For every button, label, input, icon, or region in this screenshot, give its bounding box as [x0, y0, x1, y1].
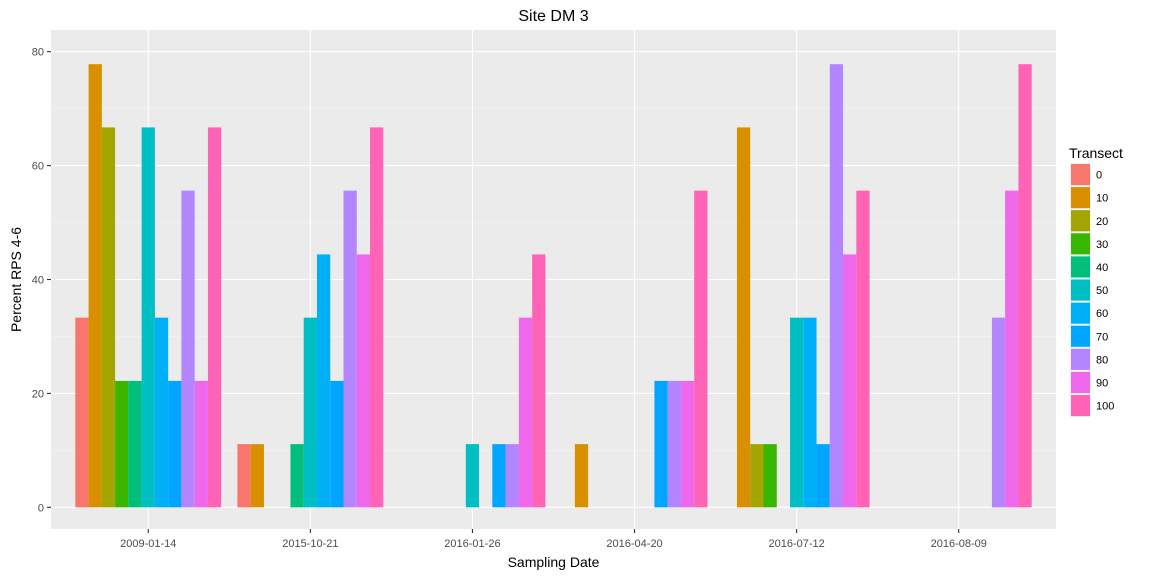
y-tick-label: 60 — [32, 161, 44, 173]
y-axis-title: Percent RPS 4-6 — [8, 227, 24, 332]
bar-2016-07-12-transect-10 — [736, 127, 751, 508]
x-axis-title: Sampling Date — [508, 554, 600, 570]
x-axis: 2009-01-14 2015-10-21 2016-01-26 2016-04-20… — [120, 529, 987, 550]
bar-2015-10-21-transect-100 — [370, 127, 384, 508]
bar-2015-10-21-transect-80 — [343, 190, 357, 508]
bar-2015-10-21-transect-70 — [330, 380, 344, 508]
legend-label: 60 — [1096, 308, 1108, 320]
y-tick-label: 80 — [32, 47, 44, 59]
bar-2015-10-21-transect-50 — [303, 317, 317, 508]
legend-title: Transect — [1069, 145, 1123, 161]
bar-2016-04-20-transect-90 — [680, 380, 695, 508]
y-tick-label: 40 — [32, 275, 44, 287]
legend-label: 80 — [1096, 354, 1108, 366]
bar-2009-01-14-transect-50 — [141, 127, 155, 508]
bar-2009-01-14-transect-80 — [181, 190, 195, 508]
bar-2009-01-14-transect-40 — [128, 380, 142, 508]
bar-2009-01-14-transect-0 — [75, 317, 89, 508]
legend: Transect 0 10 20 30 40 50 60 70 80 90 100 — [1069, 145, 1123, 418]
legend-key-transect-80 — [1071, 348, 1090, 370]
bar-2009-01-14-transect-30 — [115, 380, 129, 508]
bar-2016-07-12-transect-90 — [843, 254, 857, 508]
y-axis: 0 20 40 60 80 — [32, 47, 51, 514]
bar-2016-01-26-transect-50 — [465, 444, 480, 508]
x-tick-label: 2016-04-20 — [606, 538, 662, 550]
bar-2009-01-14-transect-10 — [88, 64, 102, 508]
legend-key-transect-20 — [1071, 210, 1090, 232]
legend-label: 50 — [1096, 285, 1108, 297]
legend-key-transect-90 — [1071, 371, 1090, 393]
legend-key-transect-0 — [1071, 164, 1090, 186]
bars — [75, 64, 1032, 508]
legend-label: 100 — [1096, 401, 1114, 413]
legend-key-transect-100 — [1071, 395, 1090, 417]
x-tick-label: 2015-10-21 — [282, 538, 338, 550]
legend-label: 90 — [1096, 377, 1108, 389]
x-tick-label: 2016-01-26 — [444, 538, 500, 550]
legend-key-transect-60 — [1071, 302, 1090, 324]
chart-title: Site DM 3 — [518, 8, 588, 25]
bar-2015-10-21-transect-0 — [237, 444, 251, 508]
bar-2016-07-12-transect-70 — [816, 444, 830, 508]
bar-2016-08-09-transect-100 — [1018, 64, 1032, 508]
bar-2016-04-20-transect-100 — [694, 190, 708, 508]
y-tick-label: 20 — [32, 388, 44, 400]
bar-2016-01-26-transect-100 — [532, 254, 546, 508]
legend-key-transect-50 — [1071, 279, 1090, 301]
bar-2016-04-20-transect-70 — [654, 380, 668, 508]
legend-label: 30 — [1096, 239, 1108, 251]
bar-2015-10-21-transect-60 — [316, 254, 331, 508]
bar-2015-10-21-transect-90 — [356, 254, 371, 508]
bar-2009-01-14-transect-60 — [154, 317, 169, 508]
bar-2015-10-21-transect-40 — [290, 444, 304, 508]
legend-label: 70 — [1096, 331, 1108, 343]
bar-2016-08-09-transect-80 — [991, 317, 1006, 508]
bar-2016-04-20-transect-10 — [574, 444, 589, 508]
bar-2016-08-09-transect-90 — [1005, 190, 1019, 508]
bar-2016-07-12-transect-30 — [763, 444, 777, 508]
bar-2016-07-12-transect-80 — [829, 64, 844, 508]
legend-key-transect-30 — [1071, 233, 1090, 255]
bar-2016-07-12-transect-100 — [856, 190, 870, 508]
y-tick-label: 0 — [38, 502, 44, 514]
x-tick-label: 2016-07-12 — [769, 538, 825, 550]
bar-2016-04-20-transect-80 — [667, 380, 681, 508]
legend-key-transect-40 — [1071, 256, 1090, 278]
legend-label: 0 — [1096, 170, 1102, 182]
bar-2016-07-12-transect-60 — [803, 317, 817, 508]
legend-label: 10 — [1096, 193, 1108, 205]
bar-2009-01-14-transect-70 — [168, 380, 182, 508]
bar-2016-01-26-transect-90 — [518, 317, 533, 508]
x-tick-label: 2016-08-09 — [931, 538, 987, 550]
bar-2009-01-14-transect-90 — [194, 380, 208, 508]
bar-2016-07-12-transect-50 — [790, 317, 804, 508]
bar-2016-01-26-transect-70 — [492, 444, 506, 508]
bar-2015-10-21-transect-10 — [250, 444, 264, 508]
legend-key-transect-10 — [1071, 187, 1090, 209]
bar-2016-07-12-transect-20 — [750, 444, 764, 508]
legend-label: 40 — [1096, 262, 1108, 274]
legend-label: 20 — [1096, 216, 1108, 228]
legend-key-transect-70 — [1071, 325, 1090, 347]
x-tick-label: 2009-01-14 — [120, 538, 176, 550]
bar-2016-01-26-transect-80 — [505, 444, 519, 508]
bar-2009-01-14-transect-100 — [207, 127, 222, 508]
bar-2009-01-14-transect-20 — [101, 127, 116, 508]
